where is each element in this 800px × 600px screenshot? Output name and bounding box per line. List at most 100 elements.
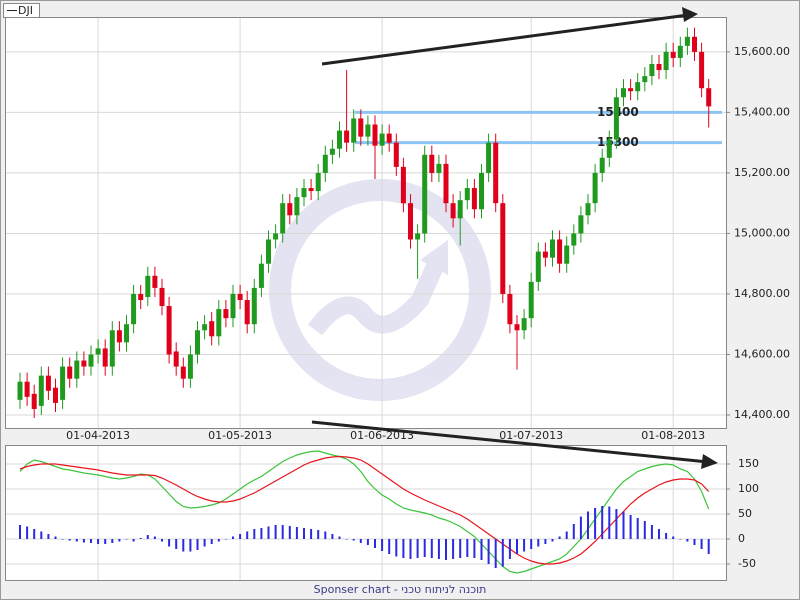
histogram-bar xyxy=(700,539,703,549)
candle-body xyxy=(699,51,705,89)
candle-body xyxy=(187,354,193,379)
histogram-bar xyxy=(402,539,405,558)
histogram-bar xyxy=(26,526,29,539)
candle-body xyxy=(216,309,222,337)
candle-body xyxy=(365,124,371,137)
candle-body xyxy=(159,287,165,307)
histogram-bar xyxy=(90,539,92,543)
candle-body xyxy=(514,324,520,331)
trend-arrows xyxy=(311,7,718,469)
candle-body xyxy=(195,330,200,355)
histogram-bar xyxy=(253,529,256,539)
histogram-bar xyxy=(516,539,518,554)
y-tick-label: 14,600.00 xyxy=(734,347,790,360)
histogram-bar xyxy=(636,518,639,539)
candle-body xyxy=(322,154,328,173)
histogram-bar xyxy=(643,521,646,539)
y-tick-label: 15,200.00 xyxy=(734,166,790,179)
histogram-bar xyxy=(132,539,135,542)
histogram-bar xyxy=(601,506,604,539)
histogram-bar xyxy=(168,539,171,547)
candle-body xyxy=(535,251,541,282)
candle-body xyxy=(663,51,669,71)
histogram-bar xyxy=(359,539,362,543)
candle-body xyxy=(585,203,591,216)
histogram-bar xyxy=(281,525,284,539)
y-tick-label: 150 xyxy=(738,457,759,470)
candle-body xyxy=(173,351,179,367)
histogram-bar xyxy=(331,534,334,539)
histogram-bar xyxy=(622,511,625,539)
histogram-bar xyxy=(508,539,511,559)
histogram-bar xyxy=(175,539,178,549)
candle-body xyxy=(237,293,243,301)
histogram-bar xyxy=(139,538,142,539)
histogram-bar xyxy=(303,528,305,539)
candle-body xyxy=(258,263,264,288)
histogram-bar xyxy=(608,506,611,539)
histogram-bar xyxy=(310,529,313,539)
y-tick-label: 15,600.00 xyxy=(734,45,790,58)
candle-body xyxy=(88,354,94,367)
y-tick-label: 50 xyxy=(738,507,752,520)
histogram-bar xyxy=(40,531,43,539)
histogram-bar xyxy=(153,536,156,539)
candle-body xyxy=(337,130,342,149)
candle-body xyxy=(138,293,144,301)
candle-body xyxy=(131,293,137,325)
candle-body xyxy=(656,63,662,71)
histogram-bar xyxy=(679,539,682,540)
candle-body xyxy=(606,139,612,158)
candle-body xyxy=(344,130,350,143)
legend-label: DJI xyxy=(18,4,33,17)
histogram-bar xyxy=(182,539,185,552)
candle-body xyxy=(60,366,66,400)
histogram-bar xyxy=(104,539,107,544)
histogram-bar xyxy=(352,539,355,541)
histogram-bar xyxy=(61,539,64,540)
histogram-bar xyxy=(544,539,547,544)
watermark xyxy=(269,179,491,401)
candle-body xyxy=(436,163,442,173)
indicator-panel xyxy=(5,445,727,581)
histogram-bar xyxy=(480,539,483,560)
histogram-bar xyxy=(487,539,490,564)
candle-body xyxy=(308,188,314,192)
candle-body xyxy=(202,324,208,331)
candle-body xyxy=(684,36,690,46)
histogram-bar xyxy=(317,530,320,539)
candle-body xyxy=(429,154,435,173)
histogram-bar xyxy=(587,511,589,539)
candle-body xyxy=(642,76,648,83)
candle-body xyxy=(592,172,598,204)
histogram-bar xyxy=(452,539,455,559)
candle-body xyxy=(372,124,378,146)
candle-body xyxy=(571,233,577,246)
histogram-bar xyxy=(47,534,50,539)
candle-body xyxy=(628,88,634,92)
histogram-bar xyxy=(196,539,199,550)
y-tick-label: 14,800.00 xyxy=(734,287,790,300)
histogram-bar xyxy=(288,526,291,539)
price-panel xyxy=(5,17,727,429)
candle-body xyxy=(124,324,129,343)
candle-body xyxy=(280,203,286,234)
histogram-bar xyxy=(558,536,561,539)
candle-body xyxy=(507,293,513,325)
candle-body xyxy=(379,133,385,146)
histogram-bar xyxy=(629,515,632,539)
candle-body xyxy=(351,118,357,143)
histogram-bar xyxy=(324,531,327,539)
candle-body xyxy=(180,366,186,379)
candle-body xyxy=(400,166,406,204)
candle-body xyxy=(564,245,570,264)
histogram-bar xyxy=(686,539,689,542)
histogram-bar xyxy=(118,539,121,542)
histogram-bar xyxy=(445,539,447,560)
histogram-bar xyxy=(54,536,57,539)
candle-body xyxy=(443,163,449,204)
candle-body xyxy=(24,381,30,397)
candle-body xyxy=(315,172,321,192)
histogram-bar xyxy=(615,509,618,539)
